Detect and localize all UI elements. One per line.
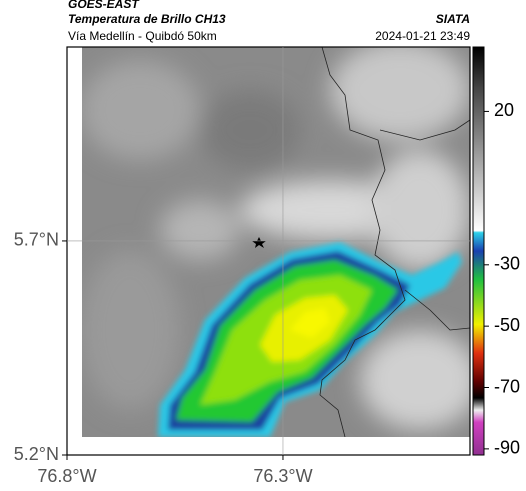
colorbar-tick-label: -50 [494, 315, 520, 335]
colorbar-tick-label: -30 [494, 254, 520, 274]
timestamp: 2024-01-21 23:49 [375, 29, 470, 43]
agency: SIATA [436, 12, 470, 26]
product: Temperatura de Brillo CH13 [68, 12, 226, 26]
y-tick-label: 5.2°N [14, 444, 59, 464]
colorbar-tick-label: 20 [494, 100, 514, 120]
colorbar-tick-label: -90 [494, 438, 520, 458]
y-tick-label: 5.7°N [14, 230, 59, 250]
satellite-image [82, 47, 470, 437]
x-tick-label: 76.8°W [37, 466, 96, 486]
x-tick-label: 76.3°W [253, 466, 312, 486]
colorbar [472, 46, 485, 456]
source: GOES-EAST [68, 0, 140, 11]
route: Vía Medellín - Quibdó 50km [68, 29, 217, 43]
colorbar-tick-label: -70 [494, 376, 520, 396]
